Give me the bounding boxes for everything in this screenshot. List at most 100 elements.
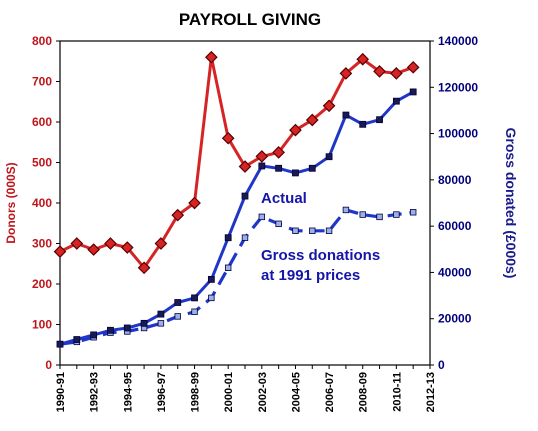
y-axis-label-left: Donors (000S) xyxy=(4,162,18,243)
data-point-gross-actual xyxy=(123,324,131,332)
annotation-actual: Actual xyxy=(261,190,307,207)
x-tick-label: 2010-11 xyxy=(391,372,403,412)
data-point-gross-1991 xyxy=(393,211,400,218)
data-point-gross-actual xyxy=(275,164,283,172)
data-point-gross-1991 xyxy=(309,227,316,234)
x-tick-label: 2012-13 xyxy=(425,372,437,412)
x-tick-label: 2006-07 xyxy=(324,372,336,412)
data-point-gross-1991 xyxy=(174,313,181,320)
right-tick-label: 40000 xyxy=(438,265,472,279)
data-point-gross-actual xyxy=(224,234,232,242)
data-point-gross-1991 xyxy=(241,234,249,241)
series-line-donors xyxy=(59,55,414,270)
data-point-gross-actual xyxy=(376,116,383,124)
data-point-donors xyxy=(87,243,100,256)
data-point-gross-actual xyxy=(73,336,81,343)
data-point-gross-1991 xyxy=(224,264,232,271)
left-tick-label: 500 xyxy=(32,156,52,170)
annotation-gross-line2: at 1991 prices xyxy=(261,267,360,284)
data-point-gross-1991 xyxy=(275,220,282,228)
right-tick-label: 140000 xyxy=(438,34,478,48)
data-point-donors xyxy=(120,241,134,254)
data-point-gross-actual xyxy=(342,111,350,119)
data-point-donors xyxy=(255,150,269,163)
right-axis-ticks: 0 20000 40000 60000 80000 100000 120000 140000 xyxy=(430,34,478,372)
right-tick-label: 60000 xyxy=(438,219,472,233)
left-tick-label: 700 xyxy=(32,75,52,89)
left-tick-label: 200 xyxy=(32,277,52,291)
data-point-gross-1991 xyxy=(325,227,333,234)
series-layer xyxy=(53,50,420,348)
x-tick-label: 1996-97 xyxy=(156,372,168,412)
x-tick-label: 2000-01 xyxy=(223,372,235,412)
data-point-donors xyxy=(356,52,370,66)
data-point-gross-actual xyxy=(90,331,98,339)
data-point-gross-actual xyxy=(308,164,316,172)
data-point-donors xyxy=(339,67,353,80)
y-axis-label-right: Gross donated (£000s) xyxy=(503,128,519,279)
chart-title: PAYROLL GIVING xyxy=(179,10,321,29)
data-point-gross-actual xyxy=(258,162,266,170)
data-point-gross-1991 xyxy=(258,213,266,221)
data-point-donors xyxy=(188,196,201,210)
data-point-gross-actual xyxy=(107,326,114,334)
data-point-gross-actual xyxy=(174,299,182,306)
left-tick-label: 100 xyxy=(32,318,52,332)
left-tick-label: 300 xyxy=(32,237,52,251)
data-point-gross-actual xyxy=(292,169,299,177)
series-line-gross-1991-prices xyxy=(59,208,414,346)
data-point-donors xyxy=(238,160,252,173)
left-axis-ticks: 0 100 200 300 400 500 600 700 800 xyxy=(32,34,60,372)
data-point-donors xyxy=(154,237,168,250)
data-point-donors xyxy=(406,60,420,74)
data-point-gross-1991 xyxy=(157,320,165,327)
data-point-gross-actual xyxy=(157,310,165,318)
data-point-gross-1991 xyxy=(376,213,383,221)
series-line-gross-actual xyxy=(59,90,414,346)
x-tick-label: 2002-03 xyxy=(257,372,269,412)
right-tick-label: 80000 xyxy=(438,173,472,187)
right-tick-label: 100000 xyxy=(438,127,478,141)
x-tick-label: 1990-91 xyxy=(55,372,67,412)
data-point-gross-1991 xyxy=(292,227,299,234)
left-tick-label: 400 xyxy=(32,196,52,210)
data-point-gross-actual xyxy=(392,97,400,105)
data-point-gross-1991 xyxy=(342,206,350,214)
data-point-gross-1991 xyxy=(409,209,417,216)
data-point-donors xyxy=(305,113,319,127)
data-point-donors xyxy=(272,146,285,159)
x-axis-ticks: 1990-91 1992-93 1994-95 1996-97 1998-99 2000-… xyxy=(55,365,437,412)
data-point-gross-actual xyxy=(140,319,148,327)
left-tick-label: 600 xyxy=(32,115,52,129)
data-point-donors xyxy=(205,50,218,64)
data-point-donors xyxy=(373,65,386,78)
plot-area xyxy=(59,40,431,366)
data-point-gross-actual xyxy=(409,88,417,96)
x-tick-label: 2008-09 xyxy=(358,372,370,412)
data-point-donors xyxy=(70,237,84,250)
data-point-donors xyxy=(289,123,302,137)
left-tick-label: 0 xyxy=(45,358,52,372)
data-point-gross-actual xyxy=(56,340,64,348)
right-tick-label: 120000 xyxy=(438,80,478,94)
data-point-donors xyxy=(137,261,151,275)
data-point-gross-actual xyxy=(325,153,333,161)
data-point-donors xyxy=(390,67,403,80)
data-point-gross-1991 xyxy=(208,294,215,302)
x-tick-label: 1992-93 xyxy=(89,372,101,412)
right-tick-label: 20000 xyxy=(438,312,472,326)
data-point-donors xyxy=(322,99,336,113)
data-point-donors xyxy=(171,208,185,222)
x-tick-label: 1994-95 xyxy=(122,372,134,412)
x-tick-label: 2004-05 xyxy=(290,372,302,412)
data-point-gross-actual xyxy=(191,294,198,302)
data-point-gross-actual xyxy=(359,120,367,128)
data-point-donors xyxy=(104,237,117,250)
data-point-donors xyxy=(53,245,67,258)
data-point-donors xyxy=(221,131,235,145)
data-point-gross-1991 xyxy=(191,308,198,315)
annotation-gross-line1: Gross donations xyxy=(261,247,380,264)
x-tick-label: 1998-99 xyxy=(190,372,202,412)
left-tick-label: 800 xyxy=(32,34,52,48)
